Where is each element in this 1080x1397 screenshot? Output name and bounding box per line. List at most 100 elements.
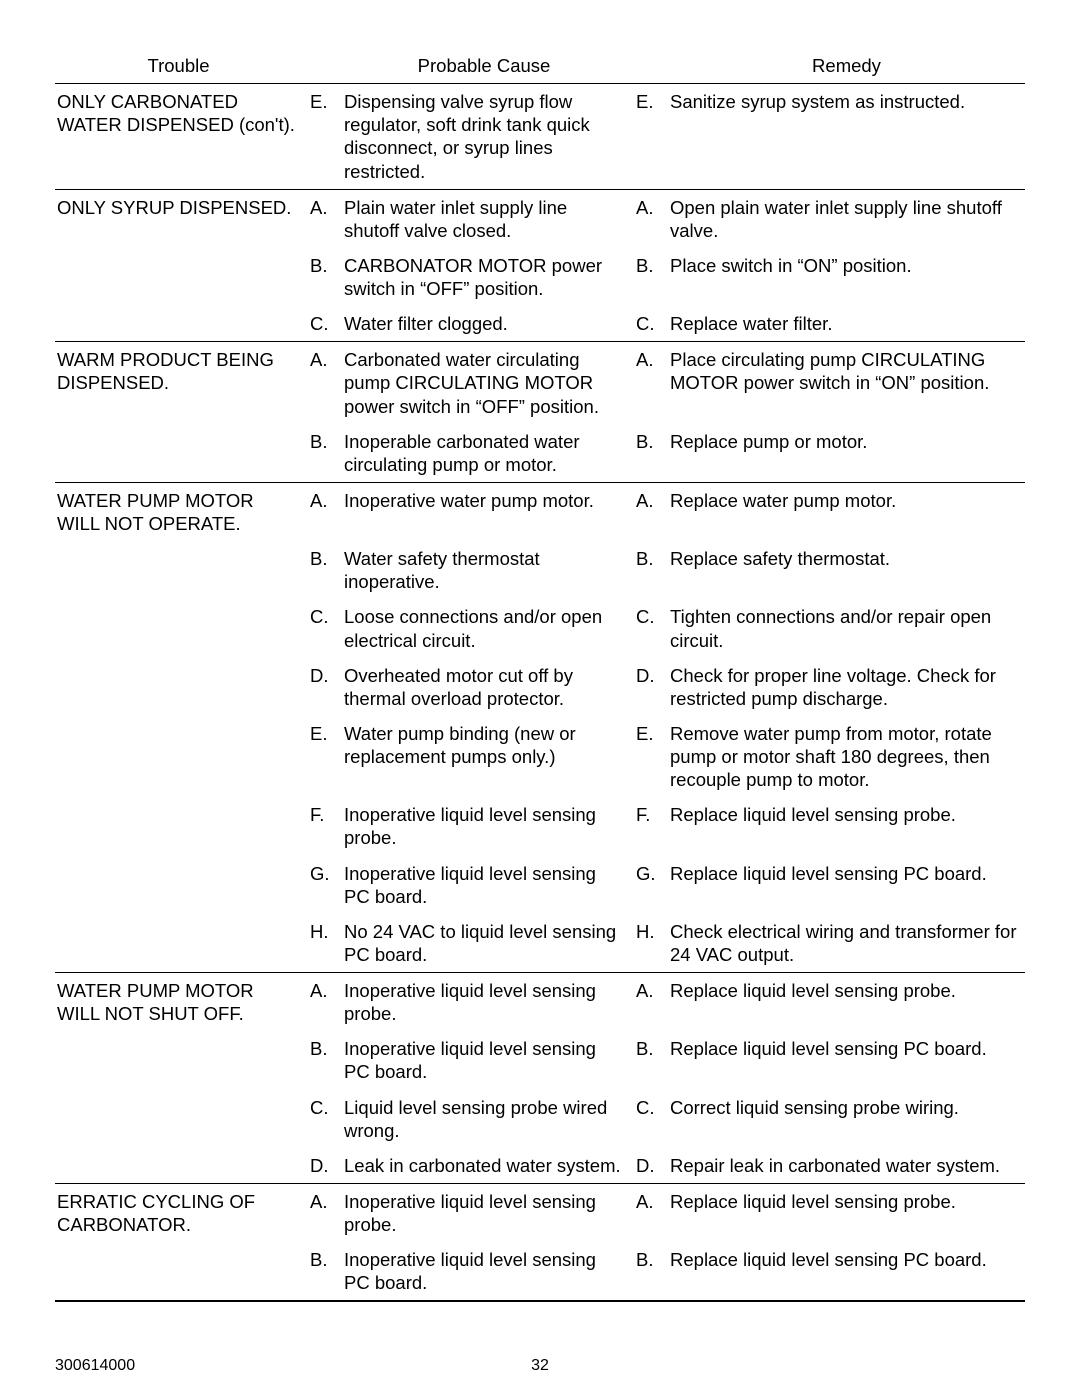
cause-letter: C.: [308, 599, 342, 657]
table-row: F.Inoperative liquid level sensing probe…: [55, 797, 1025, 855]
trouble-cell: [55, 599, 308, 657]
remedy-cell: Place circulating pump CIRCULATING MOTOR…: [668, 342, 1025, 424]
remedy-letter: B.: [634, 424, 668, 483]
table-row: WATER PUMP MOTOR WILL NOT SHUT OFF.A.Ino…: [55, 973, 1025, 1032]
cause-cell: Overheated motor cut off by thermal over…: [342, 658, 634, 716]
cause-letter: B.: [308, 248, 342, 306]
trouble-cell: [55, 1031, 308, 1089]
remedy-cell: Replace pump or motor.: [668, 424, 1025, 483]
remedy-cell: Check for proper line voltage. Check for…: [668, 658, 1025, 716]
remedy-cell: Replace liquid level sensing PC board.: [668, 1031, 1025, 1089]
trouble-cell: [55, 1148, 308, 1184]
cause-letter: A.: [308, 342, 342, 424]
cause-cell: CARBONATOR MOTOR power switch in “OFF” p…: [342, 248, 634, 306]
trouble-cell: [55, 797, 308, 855]
page-footer: 300614000 32: [55, 1357, 1025, 1375]
table-row: B.CARBONATOR MOTOR power switch in “OFF”…: [55, 248, 1025, 306]
remedy-letter: A.: [634, 482, 668, 541]
document-page: Trouble Probable Cause Remedy ONLY CARBO…: [0, 0, 1080, 1397]
cause-letter: H.: [308, 914, 342, 973]
remedy-letter: D.: [634, 658, 668, 716]
remedy-letter: F.: [634, 797, 668, 855]
cause-letter: C.: [308, 1090, 342, 1148]
table-row: G.Inoperative liquid level sensing PC bo…: [55, 856, 1025, 914]
cause-cell: Water filter clogged.: [342, 306, 634, 342]
trouble-cell: [55, 856, 308, 914]
cause-letter: B.: [308, 1031, 342, 1089]
table-row: H.No 24 VAC to liquid level sensing PC b…: [55, 914, 1025, 973]
table-row: ERRATIC CYCLING OF CARBONATOR. A.Inoperat…: [55, 1183, 1025, 1242]
cause-cell: Inoperable carbonated water circulating …: [342, 424, 634, 483]
remedy-cell: Replace liquid level sensing probe.: [668, 973, 1025, 1032]
cause-cell: Inoperative liquid level sensing probe.: [342, 1183, 634, 1242]
trouble-cell: ERRATIC CYCLING OF CARBONATOR.: [55, 1183, 308, 1242]
remedy-cell: Place switch in “ON” position.: [668, 248, 1025, 306]
cause-letter: B.: [308, 541, 342, 599]
table-row: ONLY CARBONATED WATER DISPENSED (con't).…: [55, 84, 1025, 190]
cause-letter: B.: [308, 1242, 342, 1301]
table-row: D.Overheated motor cut off by thermal ov…: [55, 658, 1025, 716]
remedy-letter: A.: [634, 342, 668, 424]
trouble-cell: [55, 541, 308, 599]
cause-letter: E.: [308, 716, 342, 797]
remedy-letter: H.: [634, 914, 668, 973]
cause-letter: C.: [308, 306, 342, 342]
cause-cell: Water safety thermostat inoperative.: [342, 541, 634, 599]
cause-letter: E.: [308, 84, 342, 190]
table-row: B.Inoperative liquid level sensing PC bo…: [55, 1242, 1025, 1301]
trouble-cell: [55, 424, 308, 483]
trouble-cell: WARM PRODUCT BEING DISPENSED.: [55, 342, 308, 424]
remedy-cell: Open plain water inlet supply line shuto…: [668, 189, 1025, 248]
remedy-letter: G.: [634, 856, 668, 914]
remedy-letter: C.: [634, 599, 668, 657]
remedy-cell: Replace water pump motor.: [668, 482, 1025, 541]
cause-cell: Liquid level sensing probe wired wrong.: [342, 1090, 634, 1148]
remedy-cell: Sanitize syrup system as instructed.: [668, 84, 1025, 190]
troubleshooting-table: Trouble Probable Cause Remedy ONLY CARBO…: [55, 50, 1025, 1302]
table-row: WARM PRODUCT BEING DISPENSED.A.Carbonate…: [55, 342, 1025, 424]
cause-letter: A.: [308, 973, 342, 1032]
cause-letter: D.: [308, 1148, 342, 1184]
header-spacer-2: [634, 50, 668, 84]
remedy-letter: E.: [634, 716, 668, 797]
cause-cell: Dispensing valve syrup flow regulator, s…: [342, 84, 634, 190]
remedy-cell: Remove water pump from motor, rotate pum…: [668, 716, 1025, 797]
remedy-letter: B.: [634, 541, 668, 599]
remedy-letter: C.: [634, 1090, 668, 1148]
cause-letter: A.: [308, 482, 342, 541]
table-row: D.Leak in carbonated water system.D.Repa…: [55, 1148, 1025, 1184]
remedy-letter: A.: [634, 189, 668, 248]
cause-cell: Inoperative liquid level sensing probe.: [342, 797, 634, 855]
remedy-cell: Replace water filter.: [668, 306, 1025, 342]
remedy-cell: Replace liquid level sensing probe.: [668, 1183, 1025, 1242]
remedy-letter: B.: [634, 1242, 668, 1301]
cause-cell: Inoperative liquid level sensing PC boar…: [342, 1031, 634, 1089]
remedy-cell: Replace liquid level sensing PC board.: [668, 1242, 1025, 1301]
table-row: B. Inoperable carbonated water circulati…: [55, 424, 1025, 483]
trouble-cell: WATER PUMP MOTOR WILL NOT SHUT OFF.: [55, 973, 308, 1032]
table-row: C.Water filter clogged.C.Replace water f…: [55, 306, 1025, 342]
cause-letter: B.: [308, 424, 342, 483]
cause-cell: Inoperative water pump motor.: [342, 482, 634, 541]
header-cause: Probable Cause: [342, 50, 634, 84]
remedy-cell: Check electrical wiring and transformer …: [668, 914, 1025, 973]
cause-letter: G.: [308, 856, 342, 914]
remedy-letter: E.: [634, 84, 668, 190]
remedy-letter: A.: [634, 1183, 668, 1242]
footer-docnum: 300614000: [55, 1357, 135, 1375]
trouble-cell: [55, 914, 308, 973]
trouble-cell: [55, 1090, 308, 1148]
cause-cell: No 24 VAC to liquid level sensing PC boa…: [342, 914, 634, 973]
trouble-cell: ONLY CARBONATED WATER DISPENSED (con't).: [55, 84, 308, 190]
cause-cell: Carbonated water circulating pump CIRCUL…: [342, 342, 634, 424]
trouble-cell: WATER PUMP MOTOR WILL NOT OPERATE.: [55, 482, 308, 541]
cause-cell: Inoperative liquid level sensing probe.: [342, 973, 634, 1032]
table-row: B.Water safety thermostat inoperative.B.…: [55, 541, 1025, 599]
cause-cell: Loose connections and/or open electrical…: [342, 599, 634, 657]
remedy-letter: D.: [634, 1148, 668, 1184]
trouble-cell: [55, 1242, 308, 1301]
trouble-cell: [55, 306, 308, 342]
table-header-row: Trouble Probable Cause Remedy: [55, 50, 1025, 84]
table-row: C.Liquid level sensing probe wired wrong…: [55, 1090, 1025, 1148]
cause-cell: Plain water inlet supply line shutoff va…: [342, 189, 634, 248]
